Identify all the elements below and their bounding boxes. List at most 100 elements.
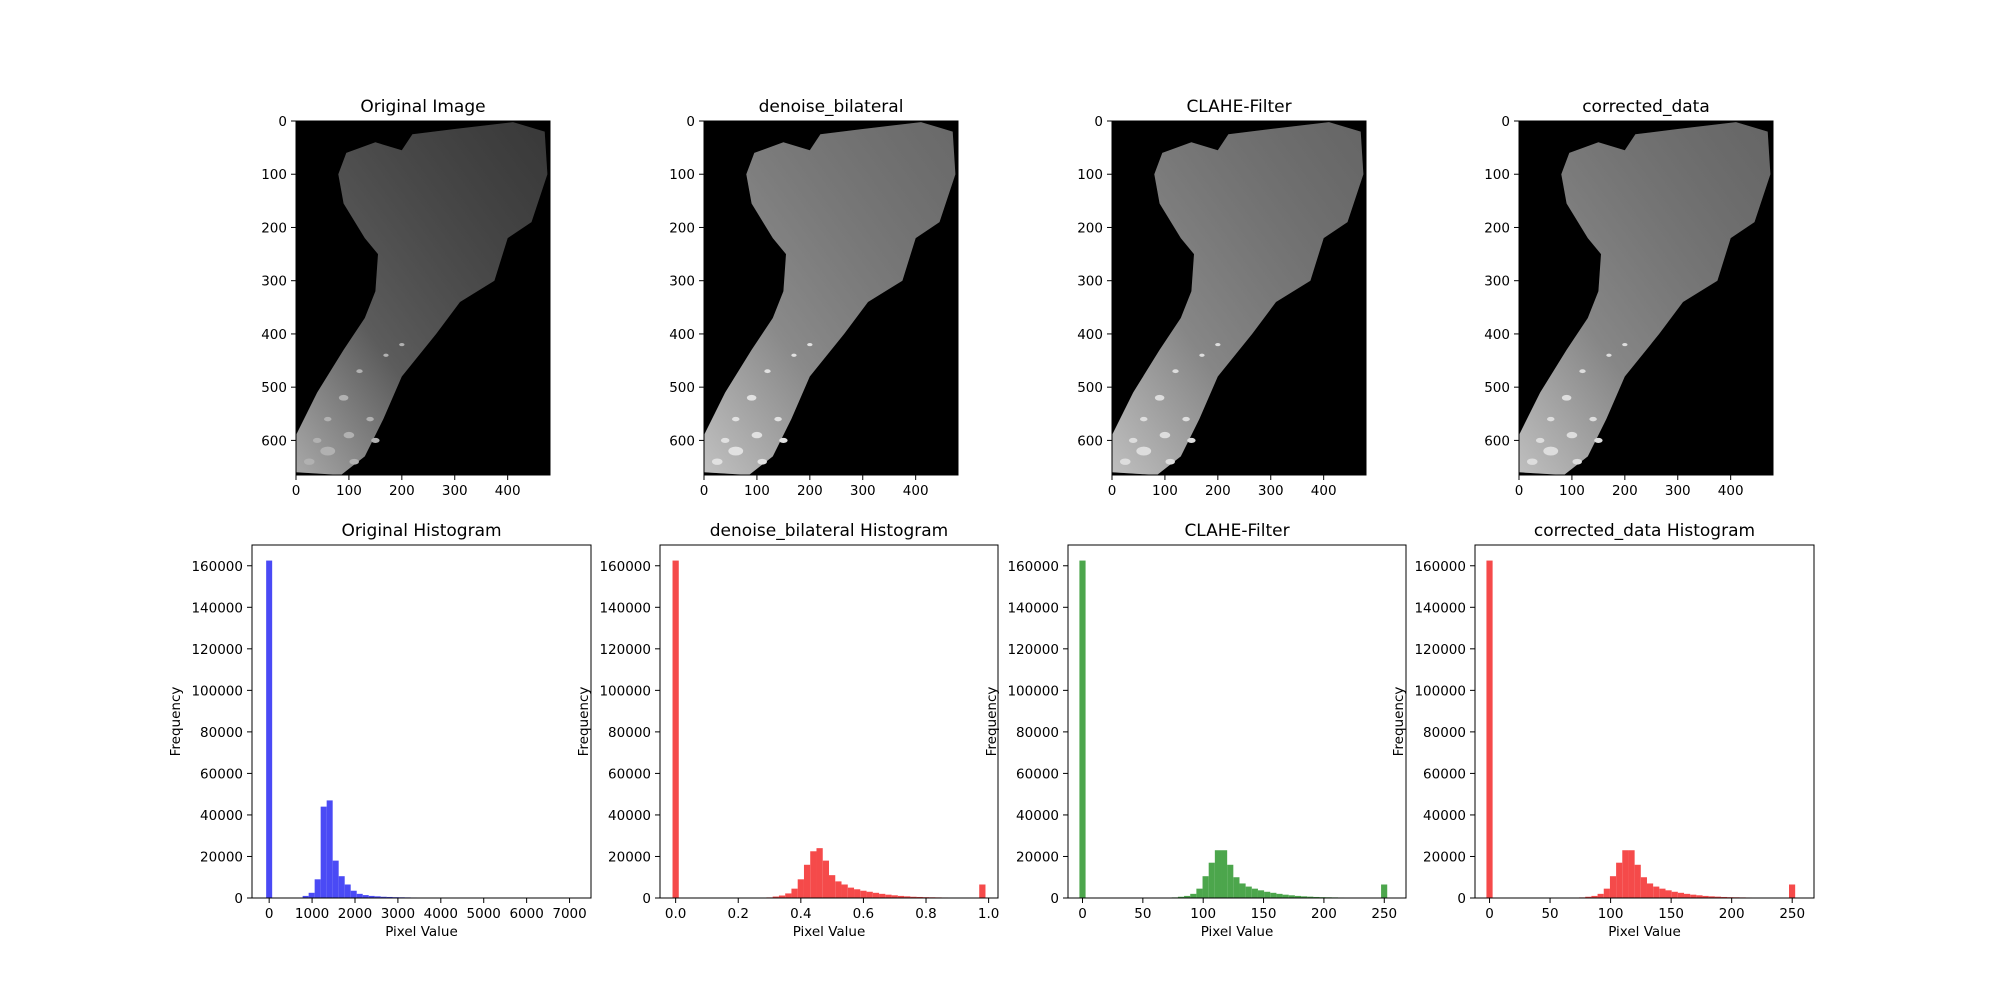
histogram-bar (368, 895, 375, 898)
x-tick-label: 100 (1559, 483, 1585, 499)
x-tick-label: 0 (1485, 906, 1494, 922)
bright-spot (366, 416, 374, 422)
x-axis-label: Pixel Value (1201, 924, 1274, 940)
x-tick-label: 100 (336, 483, 362, 499)
y-tick-label: 0 (642, 891, 651, 907)
bright-spot (1165, 458, 1175, 465)
x-tick-label: 300 (850, 483, 876, 499)
bright-spot (1187, 437, 1196, 443)
histogram-bar (1702, 895, 1709, 898)
y-tick-label: 400 (261, 327, 287, 343)
y-tick-label: 0 (1094, 114, 1103, 130)
x-tick-label: 0 (1108, 483, 1117, 499)
bright-spot (791, 353, 797, 357)
y-tick-label: 80000 (200, 725, 243, 741)
histogram-bar (308, 892, 315, 898)
bright-spot (1543, 446, 1559, 456)
y-tick-label: 400 (669, 327, 695, 343)
histogram-bar (1190, 893, 1197, 898)
histogram-bar (1294, 895, 1302, 898)
image-panel-title: corrected_data (1582, 97, 1710, 117)
y-tick-label: 600 (261, 433, 287, 449)
y-tick-label: 0 (1457, 891, 1466, 907)
y-tick-label: 400 (1077, 327, 1103, 343)
y-tick-label: 140000 (599, 600, 651, 616)
histogram-bar (1597, 893, 1604, 898)
y-tick-label: 500 (261, 380, 287, 396)
histogram-bar (1665, 890, 1672, 898)
y-tick-label: 600 (669, 433, 695, 449)
histogram-bar (785, 893, 792, 898)
y-tick-label: 40000 (608, 808, 651, 824)
bright-spot (1566, 431, 1578, 439)
histogram-bar (860, 890, 867, 898)
histogram-bar (1227, 864, 1234, 898)
y-axis-label: Frequency (984, 687, 1000, 757)
histogram-bar (1486, 560, 1493, 898)
x-tick-label: 150 (1658, 906, 1684, 922)
y-tick-label: 100000 (191, 683, 243, 699)
y-tick-label: 140000 (1414, 600, 1466, 616)
histogram-bar (1789, 884, 1796, 898)
y-tick-label: 160000 (191, 559, 243, 575)
histogram-frame (1067, 544, 1407, 899)
histogram-frame (1474, 544, 1815, 899)
bright-spot (383, 353, 389, 357)
histogram-bar (1721, 896, 1728, 898)
x-axis-label: Pixel Value (385, 924, 458, 940)
bright-spot (343, 431, 355, 439)
histogram-bar (338, 876, 345, 898)
bright-spot (1128, 437, 1138, 443)
histogram-bar (1301, 896, 1308, 898)
histogram-bar (1245, 886, 1252, 898)
y-tick-label: 120000 (191, 642, 243, 658)
histogram-bar (1622, 850, 1629, 898)
bright-spot (320, 446, 336, 456)
y-tick-label: 500 (1077, 380, 1103, 396)
bright-spot (1606, 353, 1612, 357)
bright-spot (1589, 416, 1597, 422)
bright-spot (764, 369, 771, 374)
x-tick-label: 1000 (295, 906, 329, 922)
histogram-bar (910, 896, 917, 898)
histogram-bar (1202, 876, 1209, 898)
bright-spot (774, 416, 782, 422)
y-tick-label: 400 (1484, 327, 1510, 343)
image-panel-title: denoise_bilateral (759, 97, 904, 117)
bright-spot (746, 394, 757, 401)
histogram-title: CLAHE-Filter (1184, 521, 1289, 541)
bright-spot (399, 342, 405, 347)
y-tick-label: 200 (1484, 220, 1510, 236)
bright-spot (1154, 394, 1165, 401)
histogram-bar (374, 896, 381, 898)
x-tick-label: 100 (1598, 906, 1624, 922)
histogram-bar (778, 895, 786, 898)
y-tick-label: 100 (1077, 167, 1103, 183)
histogram-bar (1264, 891, 1271, 898)
y-tick-label: 0 (1050, 891, 1059, 907)
bright-spot (338, 394, 349, 401)
x-tick-label: 300 (442, 483, 468, 499)
x-tick-label: 400 (495, 483, 521, 499)
bright-spot (356, 369, 363, 374)
bright-spot (1547, 416, 1555, 422)
histogram-bar (1714, 896, 1722, 898)
y-tick-label: 20000 (200, 849, 243, 865)
x-tick-label: 200 (1719, 906, 1745, 922)
x-tick-label: 5000 (467, 906, 501, 922)
x-tick-label: 2000 (338, 906, 372, 922)
histogram-panel: CLAHE-Filter 0 50 100 150 200 250 0 20000 40000 60… (984, 521, 1407, 940)
histogram-bar (350, 890, 357, 898)
bright-spot (711, 458, 723, 465)
bright-spot (728, 446, 744, 456)
bright-spot (807, 342, 813, 347)
tissue-shading (704, 122, 956, 475)
histogram-title: corrected_data Histogram (1534, 521, 1755, 541)
x-tick-label: 0 (292, 483, 301, 499)
histogram-bar (835, 881, 842, 898)
histogram-bar (1603, 888, 1610, 898)
histogram-frame (251, 544, 592, 899)
bright-spot (349, 458, 359, 465)
x-tick-label: 100 (1152, 483, 1178, 499)
